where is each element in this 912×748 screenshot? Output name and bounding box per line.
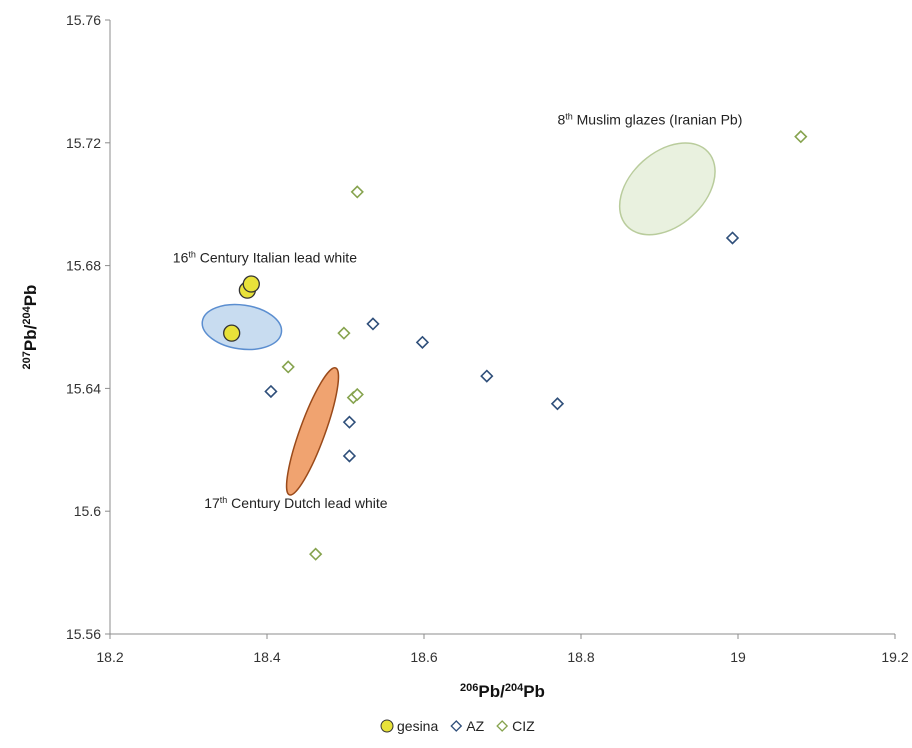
y-axis-title-sup: 207 <box>21 351 33 369</box>
x-axis-title: 206Pb/204Pb <box>460 682 545 701</box>
y-tick-label: 15.72 <box>66 135 101 151</box>
point-CIZ <box>350 185 364 199</box>
point-gesina <box>223 324 241 342</box>
region-ellipse-italian <box>201 303 283 351</box>
annotation-ordinal: th <box>565 111 573 121</box>
y-axis-title-main2: Pb <box>21 285 40 307</box>
point-AZ <box>415 335 430 349</box>
x-tick-label: 19.2 <box>881 649 908 665</box>
legend-label-gesina: gesina <box>397 718 438 734</box>
annotation-muslim: 8th Muslim glazes (Iranian Pb) <box>557 111 742 127</box>
legend: gesina AZ CIZ <box>380 718 535 734</box>
annotation-italian: 16th Century Italian lead white <box>173 250 357 266</box>
y-tick-label: 15.6 <box>74 503 101 519</box>
axes: 15.56 15.6 15.64 15.68 15.72 15.76 18.2 18.4 18.… <box>21 12 909 701</box>
y-tick-label: 15.56 <box>66 626 101 642</box>
point-AZ <box>264 384 278 399</box>
point-CIZ <box>794 130 808 144</box>
point-gesina <box>242 275 260 293</box>
annotation-ordinal: th <box>220 495 228 505</box>
legend-label-CIZ: CIZ <box>512 718 535 734</box>
annotation-text: Century Italian lead white <box>196 250 357 266</box>
point-CIZ <box>337 326 351 340</box>
x-tick-label: 18.2 <box>96 649 123 665</box>
x-axis-title-main: Pb/ <box>478 682 505 701</box>
annotation-text: Century Dutch lead white <box>227 495 388 511</box>
annotation-ordinal: th <box>188 250 196 260</box>
y-tick-label: 15.76 <box>66 12 101 28</box>
x-tick-label: 18.4 <box>253 649 280 665</box>
point-AZ <box>725 231 740 245</box>
point-AZ <box>550 397 565 411</box>
legend-label-AZ: AZ <box>466 718 484 734</box>
y-tick-label: 15.68 <box>66 258 101 274</box>
point-CIZ <box>350 387 364 402</box>
y-tick-label: 15.64 <box>66 380 101 396</box>
annotation-number: 17 <box>204 495 220 511</box>
data-points <box>223 130 808 561</box>
x-axis-title-sup2: 204 <box>505 682 524 694</box>
point-AZ <box>342 415 357 429</box>
x-tick-label: 18.6 <box>410 649 437 665</box>
legend-marker-gesina <box>380 719 394 733</box>
y-axis-title-sup2: 204 <box>21 305 33 324</box>
y-axis-title: 207Pb/204Pb <box>21 285 40 370</box>
region-ellipse-dutch <box>285 367 340 496</box>
point-CIZ <box>281 360 295 374</box>
point-AZ <box>342 449 357 463</box>
legend-marker-CIZ <box>496 720 509 732</box>
point-AZ <box>480 369 494 383</box>
point-AZ <box>366 317 380 331</box>
point-CIZ <box>309 547 323 561</box>
x-tick-label: 19 <box>730 649 746 665</box>
annotation-text: Muslim glazes (Iranian Pb) <box>573 111 743 127</box>
x-axis-title-sup: 206 <box>460 682 478 694</box>
annotation-number: 8 <box>557 111 565 127</box>
legend-marker-AZ <box>450 720 463 732</box>
region-ellipse-muslim <box>618 142 716 236</box>
regions <box>201 142 716 496</box>
annotation-number: 16 <box>173 250 189 266</box>
annotation-dutch: 17th Century Dutch lead white <box>204 495 388 511</box>
y-axis-title-main: Pb/ <box>21 324 40 351</box>
x-tick-label: 18.8 <box>567 649 594 665</box>
x-axis-title-main2: Pb <box>523 682 545 701</box>
